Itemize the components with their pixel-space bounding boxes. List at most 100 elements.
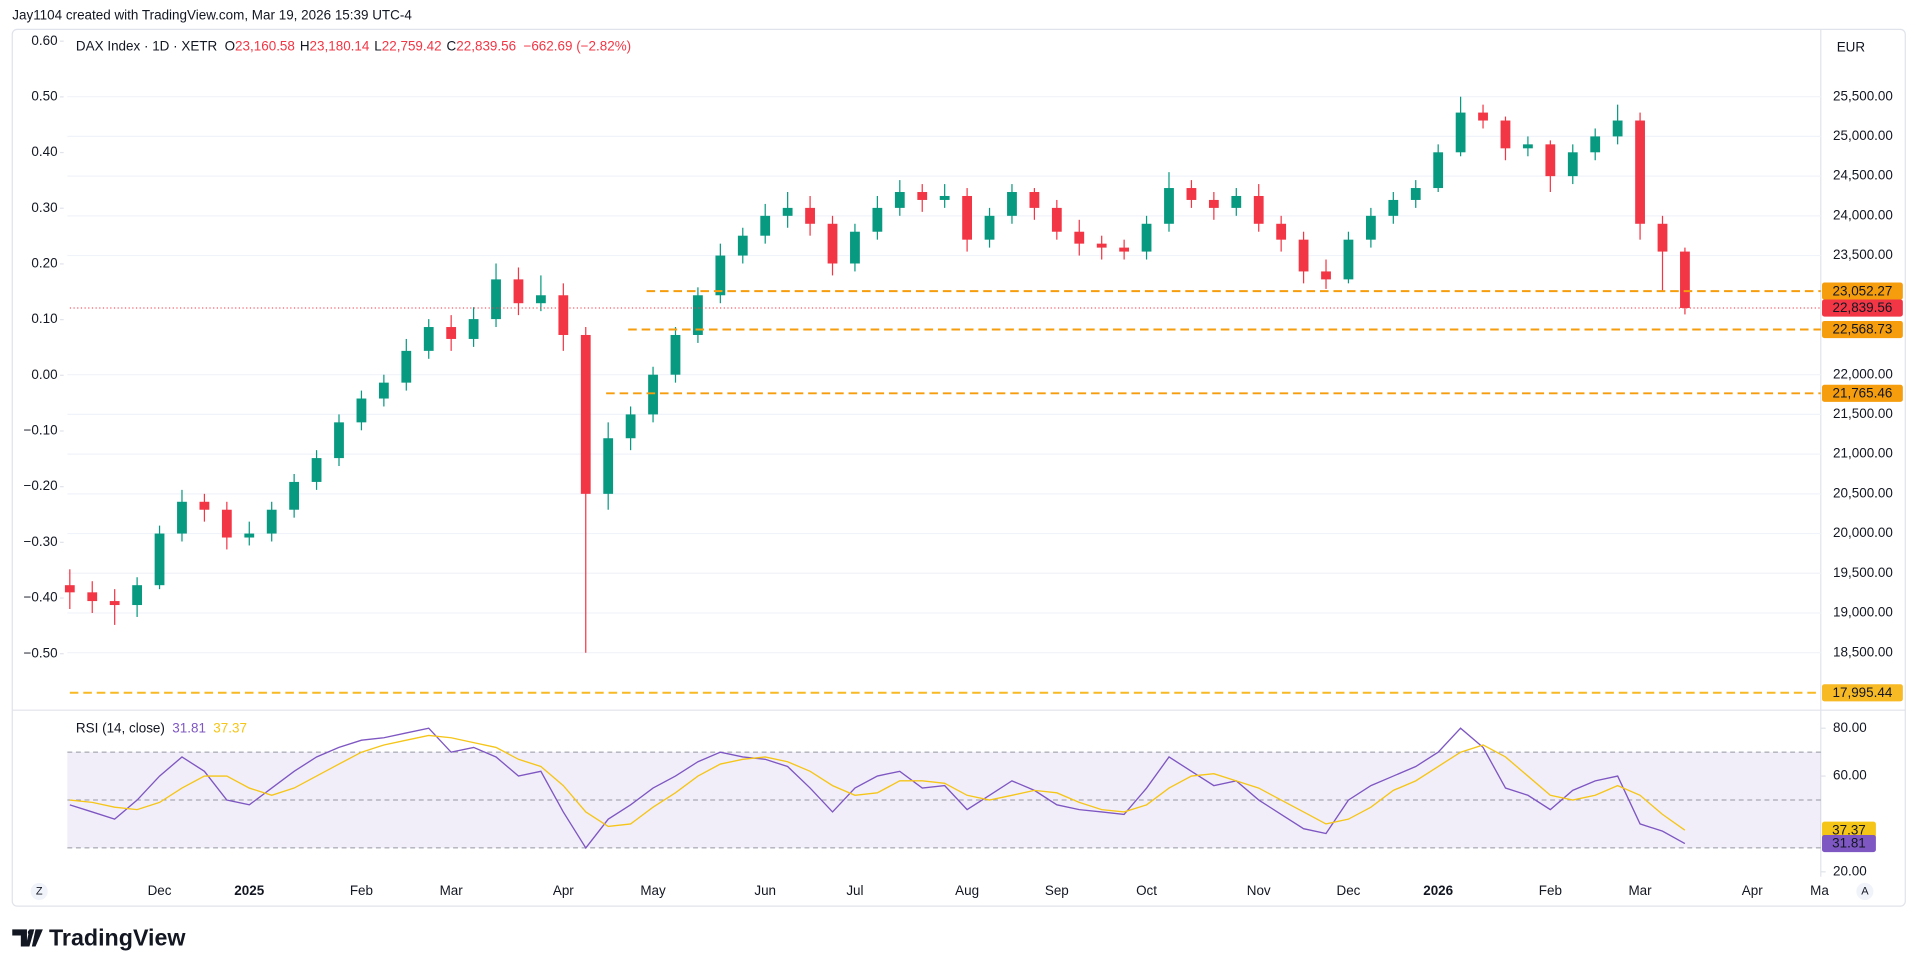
candle-body [1096, 243, 1107, 248]
y2-tick-label: 0.40 [31, 144, 57, 159]
y2-tick-label: −0.50 [24, 645, 58, 660]
candle-body [1298, 239, 1309, 272]
y2-tick-label: 0.50 [31, 88, 57, 103]
y-tick-label: 24,500.00 [1833, 168, 1893, 183]
candle-body [1007, 192, 1017, 216]
candle-body [1186, 188, 1197, 200]
y-tick-label: 24,000.00 [1833, 207, 1893, 222]
x-tick-label: Dec [148, 883, 172, 898]
y-tick-label: 22,000.00 [1833, 366, 1893, 381]
candle-body [648, 374, 658, 415]
x-tick-label: Dec [1336, 883, 1360, 898]
rsi-line [69, 727, 1686, 850]
candle-body [334, 422, 344, 459]
candle-body [1051, 207, 1062, 232]
rsi-tick-label: 60.00 [1833, 768, 1867, 783]
candle-body [266, 509, 277, 534]
candle-body [715, 255, 726, 296]
y-tick-label: 21,500.00 [1833, 406, 1893, 421]
rsi-value-box [1822, 834, 1876, 853]
candle-body [760, 215, 771, 236]
candle-body [827, 223, 838, 264]
candle-body [1276, 223, 1287, 240]
candle-body [535, 295, 546, 304]
candle-body [446, 327, 457, 339]
button-a[interactable] [1856, 882, 1874, 900]
price-label: 17,995.44 [1833, 685, 1893, 700]
rsi-legend: RSI (14, close) 31.81 37.37 [76, 720, 247, 735]
candle-body [311, 458, 322, 482]
y2-tick-label: 0.60 [31, 33, 57, 48]
legend: DAX Index · 1D · XETR O23,160.58 H23,180.1… [76, 38, 631, 53]
candle-body [132, 585, 143, 606]
candle-body [782, 207, 793, 216]
x-tick-label: Oct [1136, 883, 1157, 898]
candle-body [1455, 112, 1466, 153]
candle-body [1141, 223, 1152, 252]
candle-body [558, 295, 569, 335]
rsi-ma-value: 37.37 [213, 720, 247, 735]
candle-body [289, 481, 300, 510]
candle-body [221, 509, 232, 538]
y2-tick-label: 0.00 [31, 367, 57, 382]
candle-body [1164, 188, 1174, 224]
rsi-value: 31.81 [172, 720, 206, 735]
x-tick-label: 2026 [1423, 883, 1453, 898]
x-tick-label: Apr [553, 883, 574, 898]
button-a-label[interactable]: A [1861, 885, 1869, 897]
button-z-label[interactable]: Z [36, 885, 43, 897]
y-tick-label: 25,500.00 [1833, 88, 1893, 103]
candle-body [64, 585, 75, 593]
candle-body [1321, 271, 1331, 280]
y-tick-label: 19,500.00 [1833, 565, 1893, 580]
y2-tick-label: −0.30 [24, 534, 58, 549]
rsi-tick-label: 80.00 [1833, 720, 1867, 735]
candle-body [109, 601, 120, 606]
candle-body [1231, 195, 1242, 208]
x-tick-label: Ma [1810, 883, 1829, 898]
logo-icon [12, 929, 43, 947]
candle-body [1208, 199, 1219, 208]
y2-tick-label: 0.10 [31, 311, 57, 326]
candle-body [984, 215, 995, 240]
y2-tick-label: −0.40 [24, 590, 58, 605]
price-label: 22,568.73 [1833, 322, 1893, 337]
y2-tick-label: −0.20 [24, 478, 58, 493]
candle-body [850, 231, 860, 264]
header-text: Jay1104 created with TradingView.com, Ma… [12, 7, 412, 22]
price-label: 22,839.56 [1833, 300, 1893, 315]
ohlc-value: 22,839.56 [456, 38, 516, 53]
candle-body [917, 192, 928, 200]
candle-body [87, 592, 98, 602]
ohlc: O23,160.58 H23,180.14 L22,759.42 C22,839.56 [225, 38, 517, 53]
symbol: DAX Index · 1D · XETR [76, 38, 218, 53]
candle-body [491, 279, 501, 320]
price-label-box [1822, 320, 1903, 339]
candle-body [378, 382, 389, 399]
button-z[interactable] [30, 882, 48, 900]
candle-body [580, 334, 591, 494]
logo: TradingView [12, 924, 186, 950]
candle-body [1478, 112, 1488, 121]
candle-body [1590, 136, 1601, 153]
candle-body [962, 195, 972, 240]
x-tick-label: Jun [754, 883, 776, 898]
price-label: 21,765.46 [1833, 386, 1893, 401]
y2-tick-label: −0.10 [24, 423, 58, 438]
candle-body [1410, 188, 1421, 200]
candle-body [693, 295, 703, 335]
y-tick-label: 18,500.00 [1833, 644, 1893, 659]
candle-body [1388, 199, 1399, 216]
currency: EUR [1837, 39, 1866, 54]
candle-body [625, 414, 636, 439]
price-label-box [1822, 299, 1903, 317]
candle-body [154, 533, 165, 586]
candle-body [1029, 192, 1040, 208]
candle-body [244, 533, 255, 538]
x-tick-label: May [640, 883, 666, 898]
rsi-tick-label: 20.00 [1833, 863, 1867, 878]
x-tick-label: Mar [1628, 883, 1652, 898]
candle-body [1545, 144, 1556, 177]
